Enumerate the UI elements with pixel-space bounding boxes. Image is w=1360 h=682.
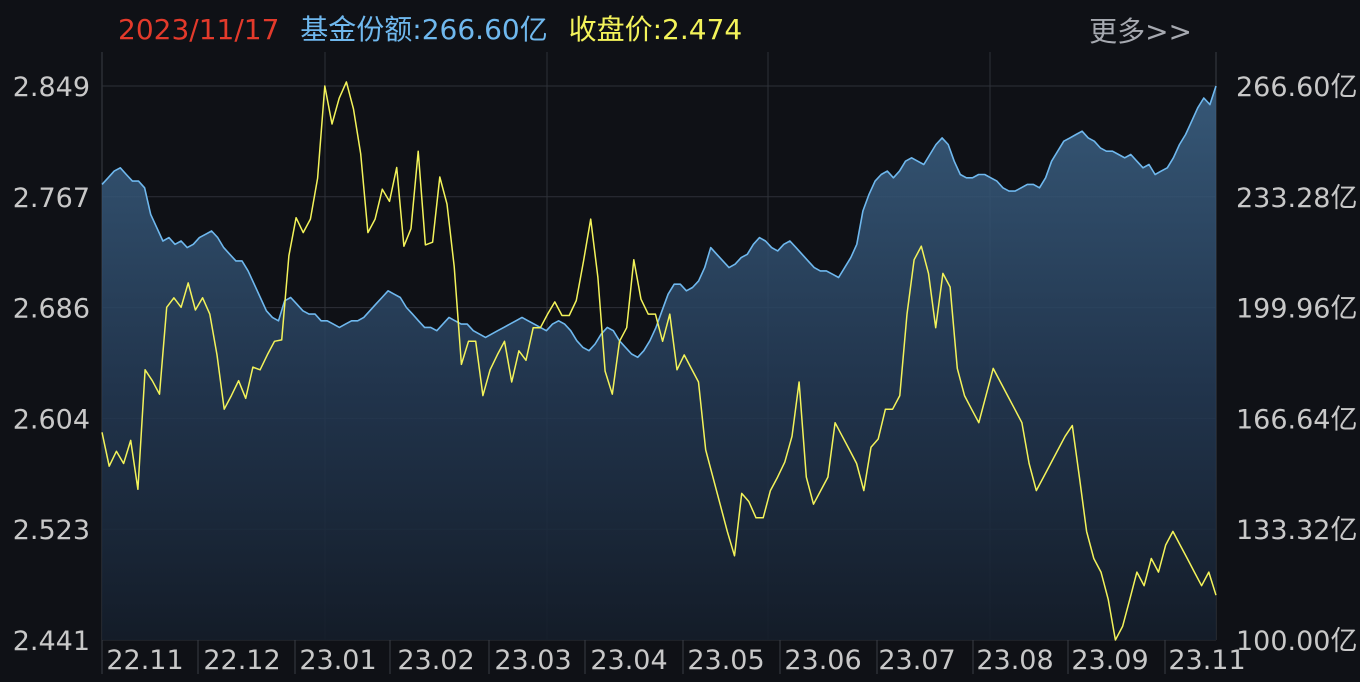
left-tick-label: 2.523 bbox=[13, 515, 90, 546]
right-tick-label: 199.96亿 bbox=[1236, 294, 1357, 325]
left-tick-label: 2.849 bbox=[13, 72, 90, 103]
more-button[interactable]: 更多>> bbox=[1089, 15, 1192, 48]
x-tick-label: 23.09 bbox=[1071, 645, 1148, 676]
right-tick-label: 100.00亿 bbox=[1236, 626, 1357, 657]
date-label: 2023/11/17 bbox=[118, 13, 280, 46]
x-tick-label: 22.12 bbox=[203, 645, 280, 676]
x-tick-label: 22.11 bbox=[106, 645, 183, 676]
x-tick-label: 23.04 bbox=[590, 645, 667, 676]
fund-share-readout: 基金份额:266.60亿 bbox=[300, 13, 548, 46]
right-tick-label: 166.64亿 bbox=[1236, 404, 1357, 435]
left-tick-label: 2.686 bbox=[13, 294, 90, 325]
x-tick-label: 23.08 bbox=[976, 645, 1053, 676]
left-tick-label: 2.441 bbox=[13, 626, 90, 657]
left-tick-label: 2.604 bbox=[13, 404, 90, 435]
fund-share-area bbox=[102, 86, 1216, 640]
x-tick-label: 23.02 bbox=[397, 645, 474, 676]
x-tick-label: 23.06 bbox=[784, 645, 861, 676]
close-price-readout: 收盘价:2.474 bbox=[568, 13, 743, 46]
x-tick-label: 23.03 bbox=[494, 645, 571, 676]
fund-share-line bbox=[101, 85, 1217, 359]
right-tick-label: 133.32亿 bbox=[1236, 515, 1357, 546]
left-tick-label: 2.767 bbox=[13, 183, 90, 214]
x-tick-label: 23.11 bbox=[1168, 645, 1245, 676]
chart-header: 2023/11/17 基金份额:266.60亿 收盘价:2.474 bbox=[118, 8, 754, 48]
x-tick-label: 23.07 bbox=[878, 645, 955, 676]
x-tick-label: 23.05 bbox=[687, 645, 764, 676]
right-tick-label: 266.60亿 bbox=[1236, 72, 1357, 103]
x-tick-label: 23.01 bbox=[299, 645, 376, 676]
close-price-line bbox=[101, 81, 1217, 641]
right-tick-label: 233.28亿 bbox=[1236, 183, 1357, 214]
